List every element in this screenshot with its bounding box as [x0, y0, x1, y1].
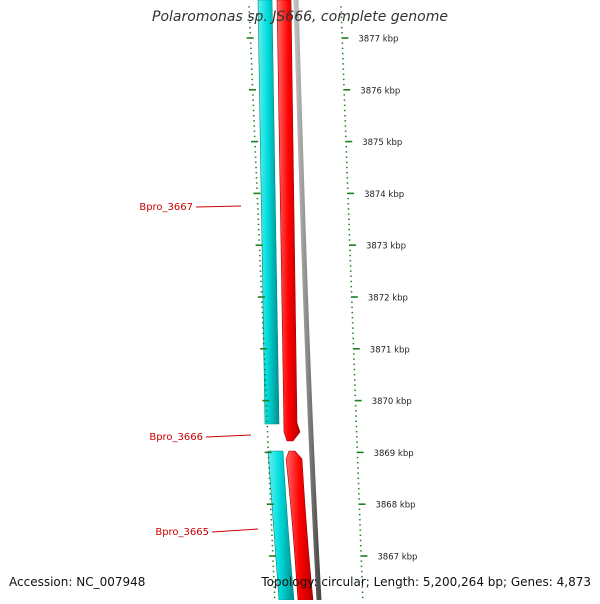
gene-leader-line	[211, 528, 259, 533]
ruler-label: 3870 kbp	[372, 397, 412, 407]
ruler-label: 3874 kbp	[364, 190, 404, 200]
gene-labels: Bpro_3667 Bpro_3666 Bpro_3665	[139, 202, 259, 538]
ruler-label: 3873 kbp	[366, 242, 406, 252]
genome-title: Polaromonas sp. JS666, complete genome	[152, 9, 448, 25]
ruler-ticks	[246, 6, 368, 599]
ruler-label: 3871 kbp	[370, 345, 410, 355]
ruler-label: 3876 kbp	[360, 86, 400, 96]
ruler-label: 3877 kbp	[358, 35, 398, 45]
gene-feature-bpro-3667[interactable]	[257, 0, 280, 425]
gene-label[interactable]: Bpro_3666	[149, 432, 203, 443]
gene-feature-reverse-upper[interactable]	[276, 0, 301, 442]
ruler-labels: 3877 kbp 3876 kbp 3875 kbp 3874 kbp 3873 kbp…	[358, 35, 417, 563]
gene-leader-line	[205, 434, 252, 438]
genome-summary-text: Topology: circular; Length: 5,200,264 bp…	[261, 575, 591, 589]
ruler-label: 3868 kbp	[375, 501, 415, 511]
ruler-label: 3872 kbp	[368, 294, 408, 304]
ruler-label: 3875 kbp	[362, 138, 402, 148]
accession-text: Accession: NC_007948	[9, 575, 146, 589]
ruler-label: 3869 kbp	[374, 449, 414, 459]
ruler-label: 3867 kbp	[377, 553, 417, 563]
gene-label[interactable]: Bpro_3667	[139, 202, 193, 213]
gene-leader-line	[195, 205, 242, 208]
backbone-ring	[293, 0, 322, 601]
gene-label[interactable]: Bpro_3665	[155, 527, 209, 538]
